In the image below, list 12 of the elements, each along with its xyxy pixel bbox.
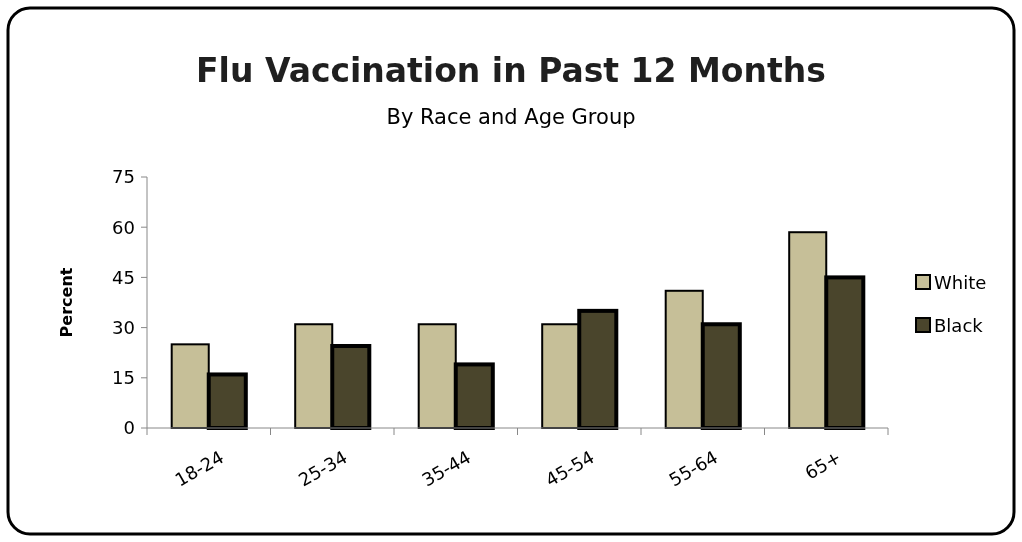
y-tick-label: 0 — [123, 417, 135, 439]
y-tick-label: 60 — [112, 216, 135, 238]
chart-subtitle: By Race and Age Group — [386, 105, 636, 129]
y-tick-label: 75 — [112, 166, 135, 188]
y-tick-label: 15 — [112, 367, 135, 389]
y-axis-title: Percent — [57, 267, 76, 338]
chart-title: Flu Vaccination in Past 12 Months — [196, 51, 826, 90]
legend-label: White — [934, 272, 987, 294]
y-tick-label: 45 — [112, 266, 135, 288]
legend-label: Black — [934, 315, 984, 337]
y-tick-label: 30 — [112, 316, 135, 338]
x-tick-label: 65+ — [801, 446, 845, 484]
